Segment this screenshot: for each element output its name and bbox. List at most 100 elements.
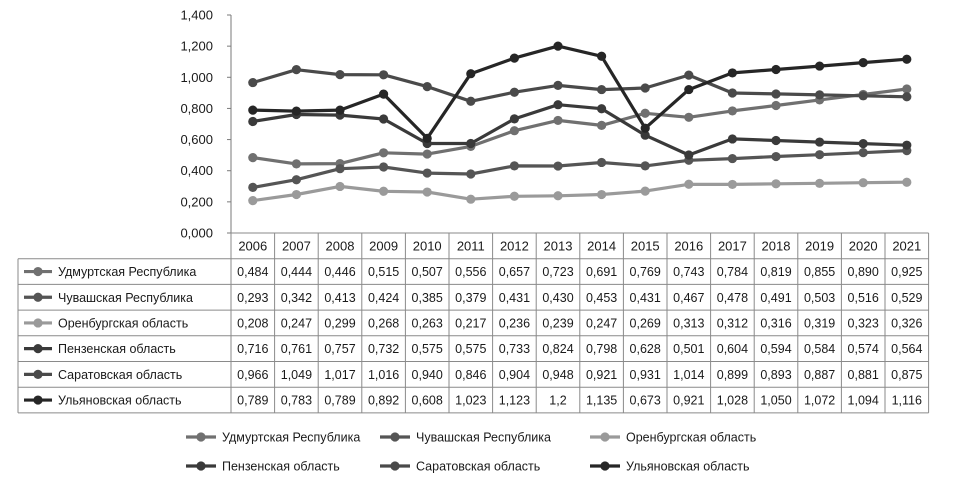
y-tick-label: 0,800 [180, 101, 213, 116]
data-point [597, 84, 607, 95]
y-tick-label: 1,000 [180, 70, 213, 85]
data-point [902, 177, 912, 187]
x-tick-label: 2018 [762, 238, 791, 253]
data-label: 0,757 [324, 342, 355, 356]
legend-key-marker [196, 432, 206, 442]
data-label: 0,574 [848, 342, 879, 356]
legend-entry: Пензенская область [222, 460, 340, 474]
data-point [379, 114, 389, 124]
data-point [248, 105, 258, 115]
data-label: 0,584 [804, 342, 835, 356]
data-label: 0,467 [673, 291, 704, 305]
legend: Удмуртская Республика Чувашская Республик… [186, 431, 756, 474]
data-point [771, 64, 781, 75]
data-label: 0,323 [848, 316, 879, 330]
data-point [422, 168, 432, 178]
y-tick-label: 1,200 [180, 39, 213, 54]
data-label: 1,116 [892, 394, 922, 408]
data-point [902, 140, 912, 150]
data-label: 0,890 [848, 265, 879, 279]
data-label: 0,575 [412, 342, 443, 356]
data-point [248, 182, 258, 192]
data-point [597, 51, 607, 61]
data-point [597, 120, 607, 131]
data-point [858, 148, 868, 158]
data-point [815, 150, 825, 160]
data-label: 0,516 [848, 291, 879, 305]
data-label: 0,798 [586, 342, 617, 356]
data-label: 1,023 [455, 394, 486, 408]
data-label: 0,491 [760, 291, 791, 305]
data-point [248, 153, 258, 163]
data-label: 1,017 [324, 368, 355, 382]
row-series-name: Ульяновская область [58, 394, 182, 408]
series-line [252, 44, 907, 140]
data-label: 0,247 [281, 316, 312, 330]
data-label: 0,846 [455, 368, 486, 382]
series-line [252, 149, 907, 189]
data-label: 0,608 [412, 394, 443, 408]
data-point [466, 169, 476, 179]
x-tick-label: 2021 [892, 238, 921, 253]
data-point [466, 96, 476, 106]
row-series-name: Пензенская область [58, 342, 176, 356]
row-legend-key-marker [33, 395, 43, 405]
data-point [902, 84, 912, 94]
data-point [815, 61, 825, 71]
legend-entry: Ульяновская область [626, 460, 750, 474]
x-tick-label: 2014 [587, 238, 616, 253]
data-label: 0,892 [368, 394, 399, 408]
data-label: 0,575 [455, 342, 486, 356]
x-tick-label: 2007 [282, 238, 311, 253]
data-point [727, 179, 738, 190]
row-series-name: Саратовская область [58, 368, 182, 382]
data-label: 0,921 [586, 368, 617, 382]
x-tick-label: 2012 [500, 238, 529, 253]
data-label: 0,899 [717, 368, 748, 382]
data-point [335, 70, 345, 80]
data-label: 0,940 [412, 368, 443, 382]
row-series-name: Оренбургская область [58, 316, 188, 330]
y-tick-label: 0,000 [180, 226, 213, 241]
data-label: 0,453 [586, 291, 617, 305]
data-label: 0,594 [760, 342, 791, 356]
row-legend-key-marker [33, 266, 43, 277]
data-point [771, 151, 781, 162]
data-point [597, 189, 607, 200]
data-point [640, 161, 650, 171]
x-tick-label: 2020 [849, 238, 878, 253]
data-label: 0,789 [237, 394, 268, 408]
data-label: 0,342 [281, 291, 312, 305]
row-series-name: Чувашская Республика [58, 291, 193, 305]
data-label: 0,628 [630, 342, 661, 356]
data-label: 0,733 [499, 342, 530, 356]
data-point [335, 105, 345, 115]
data-point [640, 83, 650, 93]
data-point [684, 179, 694, 189]
data-point [291, 189, 301, 200]
data-point [379, 148, 389, 158]
legend-key-marker [390, 461, 400, 471]
data-point [640, 123, 650, 133]
data-point [291, 65, 301, 75]
data-label: 0,385 [412, 291, 443, 305]
legend-entry: Удмуртская Республика [222, 431, 360, 445]
data-point [771, 135, 781, 146]
data-point [466, 194, 476, 204]
data-point [815, 90, 825, 100]
data-label: 0,316 [760, 316, 791, 330]
data-label: 0,784 [717, 265, 748, 279]
data-label: 1,072 [804, 394, 835, 408]
data-label: 1,028 [717, 394, 748, 408]
x-tick-label: 2013 [544, 238, 573, 253]
data-point [291, 175, 301, 185]
legend-key-marker [600, 432, 610, 442]
x-tick-label: 2009 [369, 238, 398, 253]
data-point [771, 179, 781, 189]
data-label: 0,431 [499, 291, 530, 305]
data-point [727, 106, 738, 116]
y-tick-label: 0,400 [180, 163, 213, 178]
data-label: 0,503 [804, 291, 835, 305]
data-label: 0,268 [368, 316, 399, 330]
